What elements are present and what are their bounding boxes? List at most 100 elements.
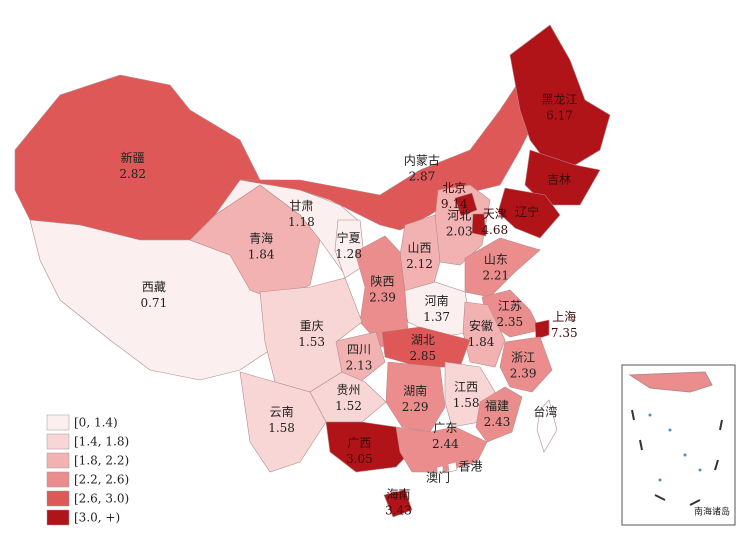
province-value: 7.35: [551, 326, 578, 340]
province-value: 3.05: [346, 452, 373, 466]
province-name: 贵州: [336, 383, 360, 397]
province-value: 4.68: [481, 223, 508, 237]
province-name: 山东: [484, 252, 508, 266]
province: [334, 219, 366, 279]
legend-label: [0, 1.4): [74, 416, 118, 430]
province-value: 2.43: [484, 415, 511, 429]
province-value: 6.17: [546, 109, 573, 123]
legend-swatch: [46, 509, 70, 526]
inset-islands: [648, 413, 702, 482]
legend-swatch: [46, 490, 70, 507]
province-name: 台湾: [533, 404, 557, 419]
province-value: 2.39: [369, 291, 396, 305]
province-name: 安徽: [469, 318, 493, 333]
province-name: 北京: [442, 181, 466, 195]
province-value: 2.21: [482, 268, 509, 282]
province: [395, 426, 488, 473]
province-value: 0.71: [140, 296, 167, 310]
province-name: 辽宁: [515, 204, 539, 219]
province-value: 9.14: [441, 197, 468, 211]
province-value: 1.28: [335, 247, 362, 261]
province: [475, 386, 523, 443]
province-value: 2.03: [446, 224, 473, 238]
province-name: 河北: [447, 208, 471, 222]
province-name: 西藏: [142, 280, 166, 294]
provinces: [14, 24, 611, 518]
province-name: 海南: [386, 487, 410, 502]
province-name: 河南: [425, 293, 449, 308]
province-name: 内蒙古: [404, 153, 440, 168]
province: [29, 219, 271, 381]
inset-title: 南海诸岛: [694, 506, 730, 518]
province-name: 陕西: [370, 274, 394, 289]
province-value: 2.39: [510, 366, 537, 380]
province-name: 福建: [485, 398, 509, 413]
province-name: 宁夏: [337, 230, 361, 245]
province-value: 2.29: [402, 400, 429, 414]
legend-label: [1.4, 1.8): [74, 435, 129, 449]
legend-swatch: [46, 414, 70, 431]
province-name: 香港: [458, 460, 482, 474]
province-value: 1.37: [423, 310, 450, 324]
legend: [0, 1.4) [1.4, 1.8) [1.8, 2.2) [2.2, 2.6) [2…: [46, 414, 129, 526]
labels: 新疆 2.82 西藏 0.71 青海 1.84 甘肃 1.18 内蒙古 2.87 宁夏 1.28 黑龙江…: [119, 93, 577, 518]
province: [471, 213, 487, 237]
legend-label: [2.2, 2.6): [74, 473, 129, 487]
province-value: 1.52: [335, 399, 362, 413]
province-value: 2.85: [409, 349, 436, 363]
province-name: 山西: [407, 241, 431, 255]
province-value: 3.43: [385, 504, 412, 518]
province-value: 2.82: [119, 167, 146, 181]
province-value: 1.58: [268, 421, 295, 435]
province-name: 广东: [433, 421, 457, 435]
legend-swatch: [46, 433, 70, 450]
legend-label: [3.0, +): [74, 511, 120, 525]
province-name: 黑龙江: [541, 93, 577, 107]
province-value: 2.13: [346, 359, 373, 373]
province-value: 1.53: [298, 335, 325, 349]
legend-label: [1.8, 2.2): [74, 454, 129, 468]
province-name: 澳门: [426, 469, 450, 484]
province-name: 江苏: [498, 299, 522, 313]
province: [536, 399, 558, 453]
province-name: 四川: [347, 343, 371, 357]
province-value: 2.35: [496, 315, 523, 329]
legend-swatch: [46, 452, 70, 469]
province-value: 1.58: [453, 396, 480, 410]
province-name: 上海: [552, 309, 576, 324]
province-value: 2.12: [406, 257, 433, 271]
province: [454, 192, 478, 217]
province-value: 2.87: [409, 170, 436, 184]
province-name: 重庆: [300, 319, 324, 333]
legend-swatch: [46, 471, 70, 488]
province-name: 吉林: [547, 173, 571, 187]
province-name: 天津: [483, 207, 507, 221]
province-name: 新疆: [121, 150, 145, 165]
inset-dashes: [631, 409, 723, 506]
province: [383, 489, 413, 518]
inset-coast: [628, 371, 713, 393]
province-value: 2.44: [432, 437, 459, 451]
province-value: 1.84: [468, 335, 495, 349]
province: [499, 336, 553, 393]
province-name: 广西: [347, 436, 371, 450]
province-name: 青海: [249, 231, 273, 246]
province-name: 甘肃: [289, 199, 313, 213]
province: [239, 371, 327, 473]
province: [534, 319, 550, 340]
province-name: 云南: [270, 404, 294, 419]
province-value: 1.18: [288, 215, 315, 229]
province: [462, 301, 506, 368]
province: [259, 277, 363, 393]
province: [436, 465, 444, 474]
province-name: 湖南: [403, 383, 427, 398]
province: [524, 149, 601, 206]
province: [509, 24, 611, 166]
province-value: 1.84: [248, 248, 275, 262]
province: [447, 461, 458, 473]
province-name: 江西: [454, 380, 478, 394]
province-name: 湖北: [411, 332, 435, 347]
province-name: 浙江: [511, 350, 535, 364]
legend-label: [2.6, 3.0): [74, 492, 129, 506]
